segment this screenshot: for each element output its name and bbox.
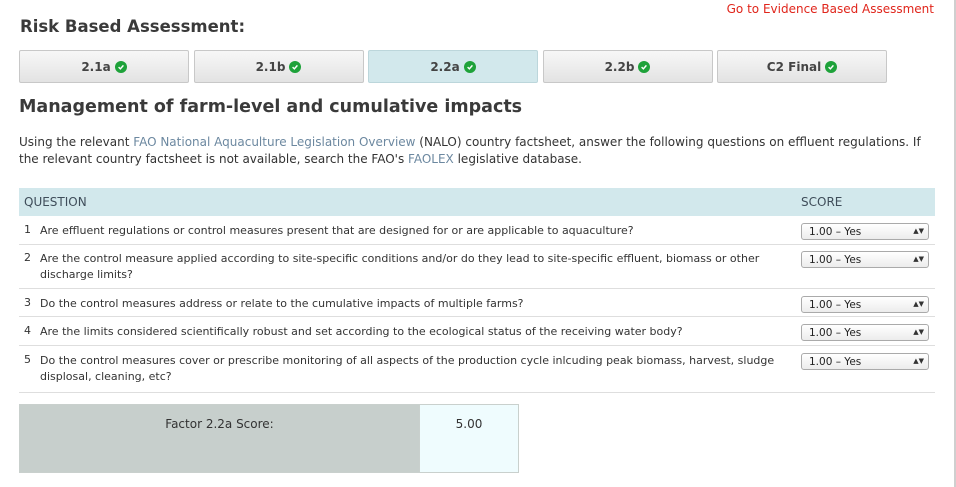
score-select[interactable]: 1.00 – Yes ▲▼ [801,223,929,240]
intro-text-part: legislative database. [453,152,582,166]
tab-label: 2.1a [81,59,111,74]
factor-tabs: 2.1a 2.1b 2.2a 2.2b C2 Final [19,50,892,83]
question-text: Are the limits considered scientifically… [40,325,683,338]
evidence-assessment-link[interactable]: Go to Evidence Based Assessment [726,2,934,16]
select-arrows-icon: ▲▼ [913,227,924,235]
score-select[interactable]: 1.00 – Yes ▲▼ [801,324,929,341]
page-title: Risk Based Assessment: [20,17,246,36]
check-icon [114,60,127,73]
score-select[interactable]: 1.00 – Yes ▲▼ [801,353,929,370]
check-icon [463,60,476,73]
question-text: Are effluent regulations or control meas… [40,224,634,237]
table-row: 1 Are effluent regulations or control me… [19,216,935,245]
table-row: 5 Do the control measures cover or presc… [19,346,935,393]
select-arrows-icon: ▲▼ [913,328,924,336]
nalo-link[interactable]: FAO National Aquaculture Legislation Ove… [133,135,416,149]
tab-label: C2 Final [766,59,822,74]
faolex-link[interactable]: FAOLEX [408,152,454,166]
intro-text-part: (NALO) country factsheet, answer the fol… [19,135,921,166]
tab-label: 2.2b [604,59,635,74]
tab-2-2b[interactable]: 2.2b [542,50,713,83]
question-number: 2 [24,251,31,264]
table-row: 4 Are the limits considered scientifical… [19,317,935,346]
tab-c2-final[interactable]: C2 Final [717,50,887,83]
question-number: 5 [24,353,31,366]
question-text: Do the control measures cover or prescri… [40,354,775,383]
check-icon [825,60,838,73]
score-select[interactable]: 1.00 – Yes ▲▼ [801,296,929,313]
tab-2-1b[interactable]: 2.1b [193,50,364,83]
table-row: 3 Do the control measures address or rel… [19,289,935,317]
check-icon [289,60,302,73]
select-arrows-icon: ▲▼ [913,255,924,263]
question-number: 1 [24,223,31,236]
check-icon [638,60,651,73]
question-number: 4 [24,324,31,337]
score-value: 1.00 – Yes [809,298,862,311]
select-arrows-icon: ▲▼ [913,300,924,308]
score-value: 1.00 – Yes [809,225,862,238]
intro-text-part: Using the relevant [19,135,134,149]
factor-score-value: 5.00 [419,405,518,472]
score-value: 1.00 – Yes [809,326,862,339]
intro-text: Using the relevant FAO National Aquacult… [19,134,937,168]
factor-score-box: Factor 2.2a Score: 5.00 [19,404,519,473]
select-arrows-icon: ▲▼ [913,357,924,365]
question-number: 3 [24,296,31,309]
tab-2-1a[interactable]: 2.1a [19,50,189,83]
score-column-header: SCORE [801,195,843,209]
tab-2-2a[interactable]: 2.2a [368,50,538,83]
score-value: 1.00 – Yes [809,253,862,266]
table-row: 2 Are the control measure applied accord… [19,245,935,289]
questions-table: QUESTION SCORE 1 Are effluent regulation… [19,188,935,393]
score-value: 1.00 – Yes [809,355,862,368]
section-title: Management of farm-level and cumulative … [19,97,523,117]
question-text: Do the control measures address or relat… [40,297,524,310]
scrollbar-edge [954,0,956,487]
table-header: QUESTION SCORE [19,188,935,216]
factor-score-label: Factor 2.2a Score: [20,405,419,472]
tab-label: 2.2a [430,59,460,74]
score-select[interactable]: 1.00 – Yes ▲▼ [801,251,929,268]
question-text: Are the control measure applied accordin… [40,252,760,281]
question-column-header: QUESTION [24,195,87,209]
tab-label: 2.1b [255,59,286,74]
